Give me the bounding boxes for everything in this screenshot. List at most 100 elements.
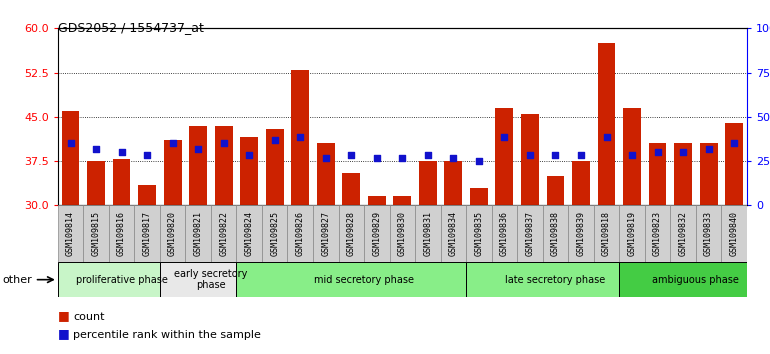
- Bar: [164, 141, 182, 205]
- Bar: [160, 262, 236, 297]
- Bar: [368, 196, 386, 205]
- Text: GSM109822: GSM109822: [219, 211, 228, 256]
- Point: [524, 152, 536, 158]
- Text: GSM109837: GSM109837: [525, 211, 534, 256]
- Bar: [619, 205, 644, 262]
- Text: GSM109833: GSM109833: [704, 211, 713, 256]
- Bar: [364, 205, 390, 262]
- Point: [677, 149, 689, 155]
- Point: [651, 149, 664, 155]
- Bar: [240, 137, 258, 205]
- Bar: [390, 205, 415, 262]
- Bar: [109, 205, 134, 262]
- Bar: [291, 70, 310, 205]
- Bar: [266, 129, 283, 205]
- Text: GSM109830: GSM109830: [398, 211, 407, 256]
- Point: [575, 152, 588, 158]
- Point: [422, 152, 434, 158]
- Point: [728, 141, 740, 146]
- Text: GSM109818: GSM109818: [602, 211, 611, 256]
- Bar: [87, 161, 105, 205]
- Text: GSM109825: GSM109825: [270, 211, 280, 256]
- Text: GSM109814: GSM109814: [66, 211, 75, 256]
- Text: late secretory phase: late secretory phase: [505, 275, 605, 285]
- Text: GSM109832: GSM109832: [678, 211, 688, 256]
- Bar: [547, 176, 564, 205]
- Point: [549, 152, 561, 158]
- Bar: [186, 205, 211, 262]
- Bar: [62, 111, 79, 205]
- Point: [243, 152, 256, 158]
- Bar: [648, 143, 667, 205]
- Bar: [440, 205, 466, 262]
- Bar: [594, 205, 619, 262]
- Text: GSM109831: GSM109831: [424, 211, 432, 256]
- Bar: [598, 43, 615, 205]
- Bar: [675, 143, 692, 205]
- Point: [141, 152, 153, 158]
- Text: GSM109834: GSM109834: [449, 211, 458, 256]
- Bar: [466, 262, 619, 297]
- Point: [320, 155, 332, 161]
- Bar: [58, 205, 83, 262]
- Text: GSM109828: GSM109828: [346, 211, 356, 256]
- Bar: [466, 205, 492, 262]
- Text: GSM109819: GSM109819: [628, 211, 637, 256]
- Point: [370, 155, 383, 161]
- Point: [65, 141, 77, 146]
- Bar: [83, 205, 109, 262]
- Text: ambiguous phase: ambiguous phase: [652, 275, 739, 285]
- Bar: [215, 126, 233, 205]
- Bar: [189, 126, 207, 205]
- Bar: [619, 262, 747, 297]
- Text: GSM109823: GSM109823: [653, 211, 662, 256]
- Bar: [339, 205, 364, 262]
- Text: GSM109838: GSM109838: [551, 211, 560, 256]
- Point: [601, 135, 613, 140]
- Text: GSM109821: GSM109821: [193, 211, 203, 256]
- Text: GSM109840: GSM109840: [730, 211, 738, 256]
- Point: [396, 155, 408, 161]
- Bar: [671, 205, 696, 262]
- Bar: [287, 205, 313, 262]
- Bar: [58, 262, 160, 297]
- Point: [473, 158, 485, 164]
- Point: [294, 135, 306, 140]
- Point: [626, 152, 638, 158]
- Text: GDS2052 / 1554737_at: GDS2052 / 1554737_at: [58, 21, 203, 34]
- Point: [702, 147, 715, 152]
- Text: GSM109829: GSM109829: [373, 211, 381, 256]
- Point: [116, 149, 128, 155]
- Bar: [470, 188, 488, 205]
- Text: GSM109815: GSM109815: [92, 211, 101, 256]
- Text: GSM109827: GSM109827: [321, 211, 330, 256]
- Text: mid secretory phase: mid secretory phase: [314, 275, 414, 285]
- Text: count: count: [73, 312, 105, 322]
- Text: ■: ■: [58, 327, 69, 340]
- Bar: [138, 185, 156, 205]
- Bar: [696, 205, 721, 262]
- Point: [166, 141, 179, 146]
- Text: ■: ■: [58, 309, 69, 322]
- Bar: [343, 173, 360, 205]
- Text: GSM109826: GSM109826: [296, 211, 305, 256]
- Bar: [444, 161, 462, 205]
- Point: [217, 141, 229, 146]
- Point: [192, 147, 204, 152]
- Bar: [393, 196, 411, 205]
- Text: GSM109816: GSM109816: [117, 211, 126, 256]
- Point: [90, 147, 102, 152]
- Bar: [236, 205, 262, 262]
- Bar: [644, 205, 671, 262]
- Bar: [211, 205, 236, 262]
- Text: GSM109824: GSM109824: [245, 211, 253, 256]
- Bar: [313, 205, 339, 262]
- Point: [345, 152, 357, 158]
- Text: GSM109836: GSM109836: [500, 211, 509, 256]
- Bar: [316, 143, 335, 205]
- Bar: [495, 108, 514, 205]
- Text: percentile rank within the sample: percentile rank within the sample: [73, 330, 261, 340]
- Bar: [572, 161, 590, 205]
- Bar: [521, 114, 539, 205]
- Bar: [415, 205, 440, 262]
